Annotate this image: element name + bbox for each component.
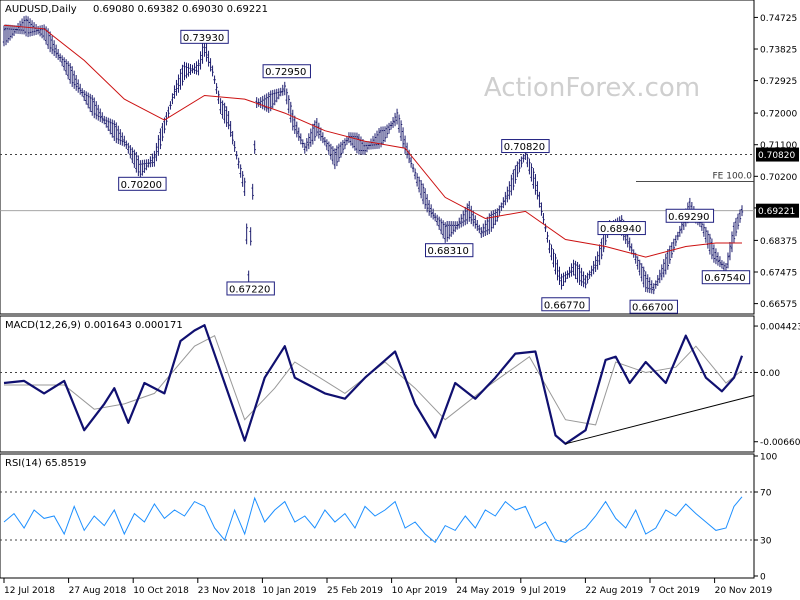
fe-label: FE 100.0 bbox=[713, 172, 753, 182]
price-level-label bbox=[180, 29, 229, 44]
x-tick-label: 20 Nov 2019 bbox=[715, 586, 773, 596]
macd-trendline bbox=[565, 395, 755, 445]
price-level-label-text: 0.67220 bbox=[229, 284, 270, 295]
price-y-tick-label: 0.72925 bbox=[760, 77, 797, 87]
price-y-tick-label: 0.74725 bbox=[760, 14, 797, 24]
x-tick-label: 27 Aug 2018 bbox=[69, 586, 127, 596]
rsi-y-tick-label: 100 bbox=[760, 453, 777, 463]
price-y-tick-label: 0.73825 bbox=[760, 46, 797, 56]
rsi-line bbox=[3, 496, 743, 544]
price-level-label bbox=[262, 64, 311, 79]
macd-y-tick-label: -0.006603 bbox=[760, 438, 800, 448]
price-level-label bbox=[665, 208, 715, 223]
x-tick-label: 24 May 2019 bbox=[456, 586, 515, 596]
price-y-tick-label: 0.66575 bbox=[760, 300, 797, 310]
price-tag bbox=[756, 203, 799, 218]
x-tick-label: 12 Jul 2018 bbox=[4, 586, 55, 596]
price-level-label bbox=[118, 176, 167, 191]
price-level-label bbox=[226, 281, 275, 296]
x-tick-label: 9 Jul 2019 bbox=[521, 586, 566, 596]
rsi-y-tick-label: 30 bbox=[760, 537, 772, 547]
price-y-tick-label: 0.72000 bbox=[760, 110, 797, 120]
x-tick-label: 10 Oct 2018 bbox=[133, 586, 189, 596]
price-panel bbox=[0, 0, 755, 315]
chart-header-symbol: AUDUSD,Daily bbox=[5, 4, 77, 15]
price-level-label-text: 0.67540 bbox=[704, 273, 745, 284]
price-level-label-text: 0.68940 bbox=[600, 224, 641, 235]
price-level-label-text: 0.72950 bbox=[265, 67, 306, 78]
macd-line bbox=[3, 324, 744, 445]
price-level-label bbox=[501, 139, 550, 154]
price-level-label-text: 0.70820 bbox=[504, 142, 545, 153]
chart-header-ohlc: 0.69080 0.69382 0.69030 0.69221 bbox=[93, 4, 268, 15]
price-level-label-text: 0.66770 bbox=[544, 300, 585, 311]
price-y-tick-label: 0.70200 bbox=[760, 173, 797, 183]
price-level-label bbox=[629, 299, 678, 314]
price-level-label-text: 0.69290 bbox=[668, 212, 709, 223]
macd-y-tick-label: 0.004423 bbox=[760, 323, 800, 333]
price-level-label bbox=[425, 243, 474, 258]
price-level-label bbox=[597, 221, 646, 236]
price-tag bbox=[756, 147, 799, 162]
price-level-label-text: 0.66700 bbox=[632, 303, 673, 314]
rsi-y-tick-label: 0 bbox=[760, 573, 766, 583]
x-tick-label: 22 Aug 2019 bbox=[585, 586, 643, 596]
x-tick-label: 23 Nov 2018 bbox=[198, 586, 256, 596]
rsi-header: RSI(14) 65.8519 bbox=[5, 458, 86, 469]
price-level-label-text: 0.70200 bbox=[121, 180, 162, 191]
rsi-y-tick-label: 70 bbox=[760, 489, 772, 499]
price-y-tick-label: 0.71100 bbox=[760, 141, 797, 151]
x-tick-label: 7 Oct 2019 bbox=[650, 586, 700, 596]
macd-panel bbox=[0, 315, 755, 453]
price-level-label bbox=[701, 270, 751, 285]
price-level-label-text: 0.73930 bbox=[183, 33, 224, 44]
rsi-panel bbox=[0, 453, 755, 579]
moving-average-line bbox=[3, 24, 742, 258]
watermark: ActionForex.com bbox=[484, 73, 700, 103]
macd-header: MACD(12,26,9) 0.001643 0.000171 bbox=[5, 320, 183, 331]
price-tag-text: 0.69221 bbox=[758, 207, 795, 217]
price-y-tick-label: 0.68375 bbox=[760, 237, 797, 247]
x-tick-label: 10 Apr 2019 bbox=[392, 586, 448, 596]
x-tick-label: 10 Jan 2019 bbox=[262, 586, 316, 596]
price-y-tick-label: 0.67475 bbox=[760, 269, 797, 279]
x-tick-label: 25 Feb 2019 bbox=[327, 586, 383, 596]
price-tag-text: 0.70820 bbox=[758, 151, 795, 161]
price-level-label-text: 0.68310 bbox=[428, 246, 469, 257]
macd-signal-line bbox=[4, 334, 743, 426]
macd-y-tick-label: 0.00 bbox=[760, 369, 780, 379]
price-level-label bbox=[541, 297, 590, 312]
